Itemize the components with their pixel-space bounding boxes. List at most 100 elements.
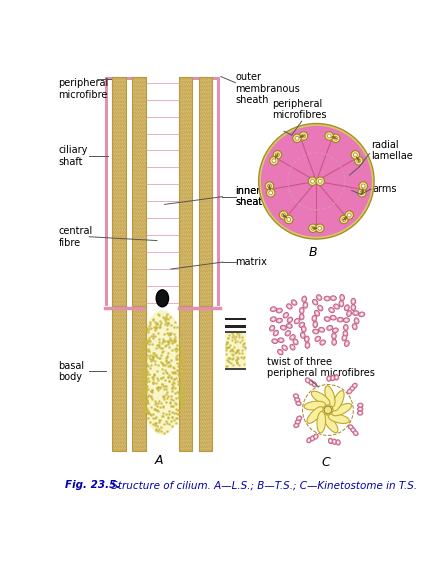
Ellipse shape <box>285 330 291 336</box>
Ellipse shape <box>332 377 334 379</box>
Circle shape <box>357 159 361 163</box>
Ellipse shape <box>284 347 286 349</box>
Ellipse shape <box>295 420 301 424</box>
Ellipse shape <box>324 316 330 321</box>
Ellipse shape <box>348 312 350 315</box>
Ellipse shape <box>354 385 356 387</box>
Ellipse shape <box>334 375 339 380</box>
Circle shape <box>345 211 353 219</box>
Ellipse shape <box>352 306 354 309</box>
Ellipse shape <box>339 319 341 320</box>
Ellipse shape <box>352 300 354 302</box>
Ellipse shape <box>305 336 309 342</box>
Ellipse shape <box>299 322 305 328</box>
Ellipse shape <box>286 324 292 328</box>
Ellipse shape <box>315 435 317 438</box>
Ellipse shape <box>295 424 297 426</box>
Ellipse shape <box>287 317 293 323</box>
Ellipse shape <box>296 320 298 322</box>
Ellipse shape <box>278 338 284 343</box>
Ellipse shape <box>328 378 330 380</box>
Ellipse shape <box>311 391 330 405</box>
Circle shape <box>316 177 324 186</box>
Ellipse shape <box>275 332 277 334</box>
Ellipse shape <box>314 301 316 304</box>
Ellipse shape <box>276 308 282 313</box>
Ellipse shape <box>343 318 350 323</box>
Ellipse shape <box>308 439 310 442</box>
Ellipse shape <box>354 325 355 328</box>
Circle shape <box>287 218 291 222</box>
Ellipse shape <box>333 391 344 411</box>
Ellipse shape <box>314 323 316 325</box>
Ellipse shape <box>312 382 317 387</box>
Ellipse shape <box>351 388 353 389</box>
Ellipse shape <box>310 436 315 441</box>
Circle shape <box>265 182 274 190</box>
Circle shape <box>299 132 308 140</box>
Bar <box>198 306 212 451</box>
Ellipse shape <box>293 301 295 304</box>
Ellipse shape <box>309 380 314 385</box>
Circle shape <box>293 134 301 142</box>
Ellipse shape <box>350 426 352 428</box>
Ellipse shape <box>305 304 306 306</box>
Ellipse shape <box>359 404 362 406</box>
Ellipse shape <box>324 296 330 301</box>
Ellipse shape <box>280 339 282 341</box>
Text: Fig. 23.5.: Fig. 23.5. <box>65 480 120 490</box>
Ellipse shape <box>330 309 333 311</box>
Ellipse shape <box>333 440 335 443</box>
Bar <box>178 306 192 451</box>
Ellipse shape <box>313 300 318 305</box>
Ellipse shape <box>333 341 335 343</box>
Text: Structure of cilium. A—L.S.; B—T.S.; C—Kinetostome in T.S.: Structure of cilium. A—L.S.; B—T.S.; C—K… <box>108 480 417 490</box>
Circle shape <box>281 213 285 217</box>
Ellipse shape <box>346 307 348 309</box>
Circle shape <box>361 184 365 188</box>
Text: radial
lamellae: radial lamellae <box>371 140 413 161</box>
Circle shape <box>355 157 363 165</box>
Text: B: B <box>308 246 317 259</box>
Ellipse shape <box>320 340 326 345</box>
Ellipse shape <box>273 330 279 336</box>
Bar <box>225 367 246 370</box>
Ellipse shape <box>353 311 359 315</box>
Ellipse shape <box>306 338 308 341</box>
Ellipse shape <box>359 412 361 414</box>
Ellipse shape <box>358 403 363 407</box>
Ellipse shape <box>310 381 312 384</box>
Ellipse shape <box>325 386 335 407</box>
Ellipse shape <box>334 329 336 332</box>
Circle shape <box>301 134 306 138</box>
Ellipse shape <box>345 319 347 321</box>
Ellipse shape <box>357 411 363 415</box>
Circle shape <box>316 224 324 232</box>
Ellipse shape <box>328 414 349 424</box>
Ellipse shape <box>277 350 283 355</box>
Ellipse shape <box>282 327 285 329</box>
Ellipse shape <box>301 326 306 332</box>
Ellipse shape <box>303 298 305 300</box>
Circle shape <box>259 123 374 239</box>
Ellipse shape <box>330 296 336 301</box>
Text: basal
body: basal body <box>58 361 85 382</box>
Ellipse shape <box>313 321 318 328</box>
Ellipse shape <box>354 318 359 324</box>
Ellipse shape <box>345 327 347 329</box>
Ellipse shape <box>351 305 355 311</box>
Circle shape <box>295 136 299 140</box>
Ellipse shape <box>352 429 354 431</box>
Ellipse shape <box>290 335 295 340</box>
Ellipse shape <box>321 329 323 331</box>
Ellipse shape <box>335 306 338 307</box>
Ellipse shape <box>283 312 289 318</box>
Ellipse shape <box>332 297 334 299</box>
Ellipse shape <box>337 318 343 322</box>
Ellipse shape <box>329 307 334 312</box>
Ellipse shape <box>297 416 302 420</box>
Ellipse shape <box>281 325 286 330</box>
Ellipse shape <box>335 376 338 379</box>
Ellipse shape <box>294 423 299 427</box>
Text: A: A <box>155 453 164 467</box>
